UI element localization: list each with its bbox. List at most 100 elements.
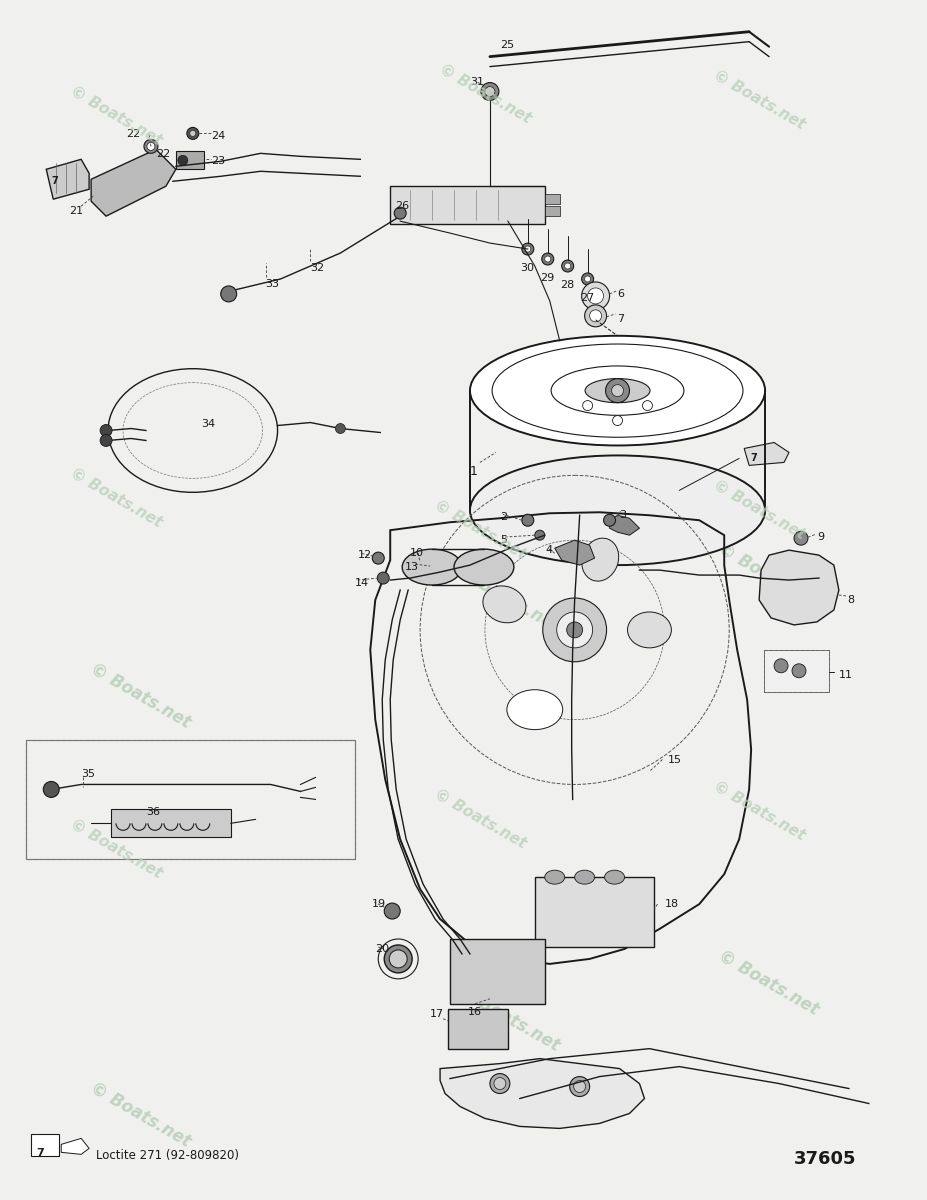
Circle shape <box>585 305 606 326</box>
Circle shape <box>794 532 808 545</box>
Text: 33: 33 <box>266 278 280 289</box>
Text: 7: 7 <box>617 314 625 324</box>
Text: 2: 2 <box>500 512 507 522</box>
Text: © Boats.net: © Boats.net <box>431 498 528 563</box>
Bar <box>545 206 560 216</box>
Circle shape <box>545 256 551 262</box>
Circle shape <box>612 385 624 397</box>
Circle shape <box>100 434 112 446</box>
Text: 23: 23 <box>210 156 225 167</box>
Ellipse shape <box>585 378 650 403</box>
Text: 21: 21 <box>70 206 83 216</box>
Ellipse shape <box>628 612 671 648</box>
Bar <box>111 809 231 838</box>
Polygon shape <box>61 1139 89 1154</box>
Circle shape <box>389 950 407 968</box>
Circle shape <box>485 86 495 96</box>
Text: 35: 35 <box>82 769 95 780</box>
Circle shape <box>566 622 583 638</box>
Text: 24: 24 <box>210 132 225 142</box>
Bar <box>448 1009 508 1049</box>
Text: © Boats.net: © Boats.net <box>431 787 528 852</box>
Ellipse shape <box>470 456 765 565</box>
Circle shape <box>481 83 499 101</box>
Circle shape <box>605 379 629 402</box>
Polygon shape <box>440 1058 644 1128</box>
Circle shape <box>565 263 571 269</box>
Text: © Boats.net: © Boats.net <box>68 466 165 530</box>
Text: Loctite 271 (92-809820): Loctite 271 (92-809820) <box>96 1150 239 1163</box>
Circle shape <box>373 552 384 564</box>
Text: 16: 16 <box>468 1007 482 1016</box>
Ellipse shape <box>545 870 565 884</box>
Text: © Boats.net: © Boats.net <box>456 983 563 1055</box>
Circle shape <box>590 310 602 322</box>
Polygon shape <box>91 149 176 216</box>
Bar <box>764 650 829 691</box>
Circle shape <box>581 272 593 284</box>
Ellipse shape <box>507 690 563 730</box>
Circle shape <box>585 276 590 282</box>
Text: 25: 25 <box>500 40 514 49</box>
Circle shape <box>541 253 553 265</box>
Text: © Boats.net: © Boats.net <box>86 1079 194 1151</box>
Circle shape <box>583 401 592 410</box>
Circle shape <box>525 246 531 252</box>
Ellipse shape <box>483 586 526 623</box>
Circle shape <box>562 260 574 272</box>
Circle shape <box>384 904 400 919</box>
Text: © Boats.net: © Boats.net <box>68 817 165 882</box>
Circle shape <box>221 286 236 302</box>
Text: 26: 26 <box>395 202 410 211</box>
Text: 5: 5 <box>500 535 507 545</box>
Circle shape <box>377 572 389 584</box>
Text: 7: 7 <box>750 454 756 463</box>
Circle shape <box>178 155 188 166</box>
Polygon shape <box>744 443 789 466</box>
Text: 14: 14 <box>355 578 370 588</box>
Circle shape <box>613 415 623 426</box>
Text: 28: 28 <box>560 280 574 290</box>
Circle shape <box>574 1080 586 1092</box>
Circle shape <box>144 139 158 154</box>
Text: 17: 17 <box>430 1009 444 1019</box>
Ellipse shape <box>470 336 765 445</box>
Text: 31: 31 <box>470 77 484 86</box>
Text: 9: 9 <box>817 533 824 542</box>
Bar <box>176 151 204 169</box>
Circle shape <box>336 424 346 433</box>
Text: © Boats.net: © Boats.net <box>710 67 807 132</box>
Circle shape <box>588 288 603 304</box>
Circle shape <box>147 143 155 150</box>
Circle shape <box>490 1074 510 1093</box>
Circle shape <box>187 127 198 139</box>
Text: © Boats.net: © Boats.net <box>68 84 165 149</box>
Polygon shape <box>759 550 839 625</box>
Text: © Boats.net: © Boats.net <box>86 660 194 732</box>
Text: © Boats.net: © Boats.net <box>715 540 822 612</box>
Text: 19: 19 <box>373 899 387 910</box>
Text: 37605: 37605 <box>794 1151 857 1169</box>
Circle shape <box>774 659 788 673</box>
Text: © Boats.net: © Boats.net <box>710 779 807 844</box>
Text: 1: 1 <box>470 466 477 479</box>
Bar <box>32 1134 59 1157</box>
Text: 10: 10 <box>410 548 425 558</box>
Text: 27: 27 <box>579 293 594 302</box>
Text: 15: 15 <box>667 755 681 764</box>
Text: 20: 20 <box>375 944 389 954</box>
Ellipse shape <box>552 366 684 415</box>
Text: 29: 29 <box>540 272 554 283</box>
Bar <box>26 739 355 859</box>
Text: 22: 22 <box>126 130 140 139</box>
Circle shape <box>535 530 545 540</box>
Circle shape <box>494 1078 506 1090</box>
Circle shape <box>44 781 59 798</box>
Text: 18: 18 <box>665 899 679 910</box>
Bar <box>764 650 829 691</box>
Circle shape <box>603 515 616 527</box>
Text: 22: 22 <box>156 149 171 160</box>
Text: 34: 34 <box>201 419 215 428</box>
Bar <box>450 938 545 1003</box>
Text: 32: 32 <box>311 263 324 274</box>
